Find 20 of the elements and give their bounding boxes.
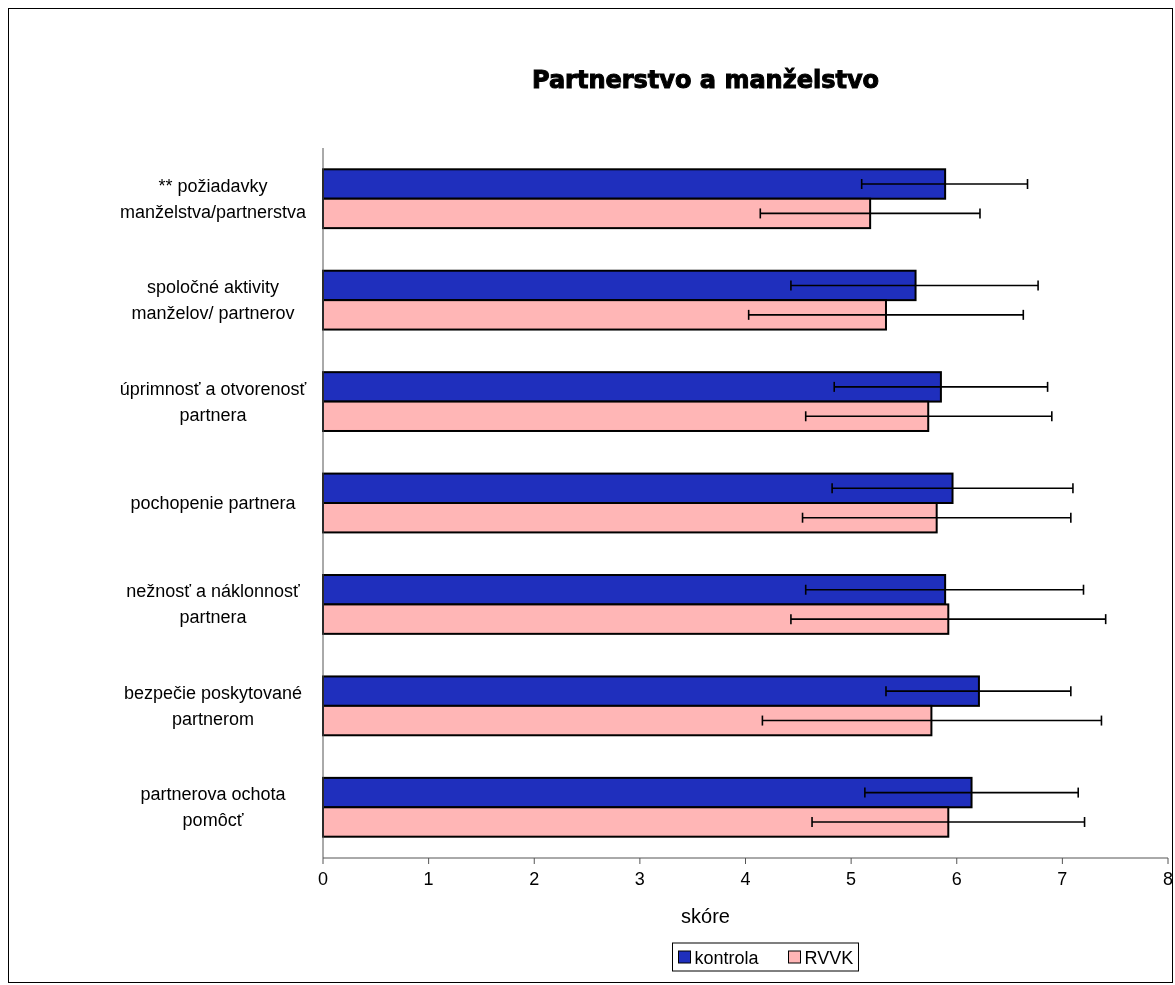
chart-title: Partnerstvo a manželstvo <box>531 66 880 94</box>
x-tick-label: 2 <box>529 869 540 889</box>
y-tick-label: nežnosť a náklonnosť partnera <box>126 581 301 628</box>
x-tick-label: 5 <box>846 869 857 889</box>
x-tick-label: 6 <box>951 869 962 889</box>
x-tick-label: 3 <box>634 869 645 889</box>
y-tick-label: bezpečie poskytované partnerom <box>123 682 303 729</box>
y-tick-label: spoločné aktivity manželov/ partnerov <box>131 277 295 324</box>
x-tick-label: 8 <box>1162 869 1174 889</box>
legend-label: kontrola <box>694 948 760 968</box>
x-tick-label: 7 <box>1057 869 1068 889</box>
legend-label: RVVK <box>804 948 854 968</box>
y-tick-label: pochopenie partnera <box>130 493 297 513</box>
x-axis-title: skóre <box>681 905 730 927</box>
y-tick-label: úprimnosť a otvorenosť partnera <box>119 378 307 425</box>
y-tick-label: ** požiadavky manželstva/partnerstva <box>119 175 308 222</box>
x-tick-label: 1 <box>423 869 434 889</box>
x-tick-label: 4 <box>740 869 751 889</box>
x-tick-label: 0 <box>317 869 329 889</box>
y-tick-label: partnerova ochota pomôcť <box>140 784 287 831</box>
